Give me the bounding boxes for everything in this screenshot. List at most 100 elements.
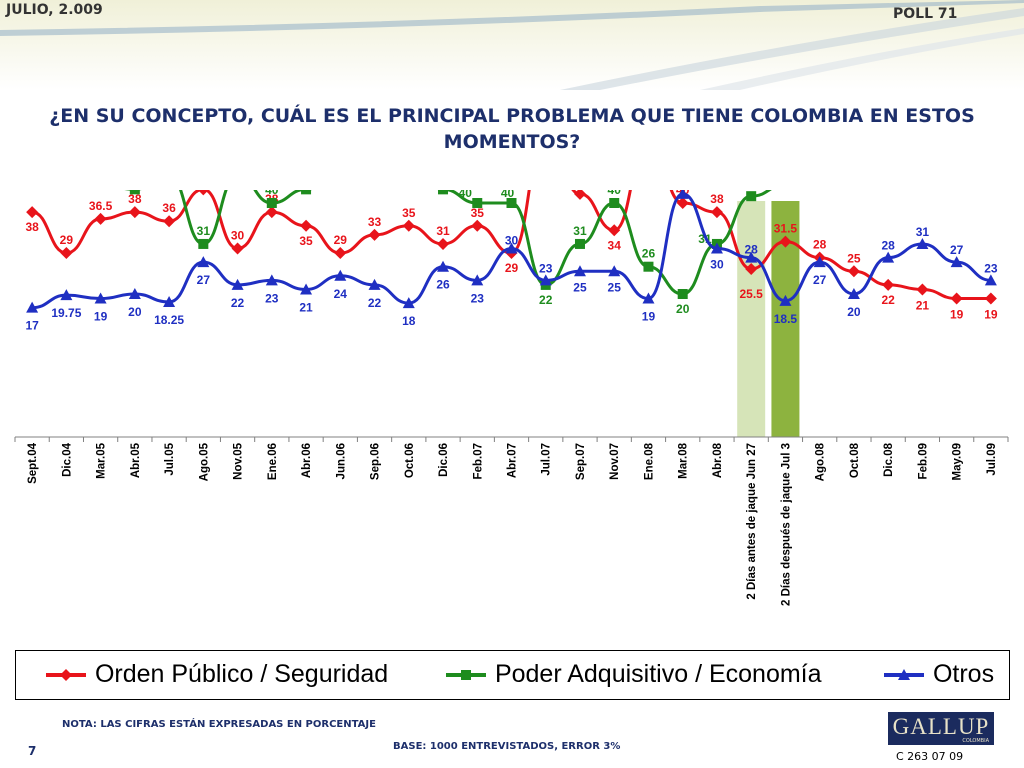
data-label: 40 [265, 190, 279, 197]
poll-label: POLL 71 [893, 6, 958, 22]
data-point [745, 251, 758, 263]
data-label: 31 [436, 224, 450, 238]
data-point [916, 283, 929, 296]
data-label: 27 [197, 273, 211, 287]
data-point [231, 242, 244, 255]
date-label: JULIO, 2.009 [6, 2, 103, 18]
data-label: 26 [642, 247, 656, 261]
data-label: 25 [608, 280, 622, 294]
highlight-band [737, 201, 766, 437]
data-point [882, 251, 895, 263]
data-label: 28 [813, 238, 827, 252]
x-tick-label: Jul.07 [541, 443, 553, 476]
legend-item-orden-publico: Orden Público / Seguridad [44, 660, 388, 690]
data-point [94, 292, 107, 304]
x-tick-label: Abr.08 [712, 442, 724, 478]
data-label: 30 [505, 234, 519, 248]
data-label: 38 [128, 192, 142, 206]
base-note: BASE: 1000 ENTREVISTADOS, ERROR 3% [393, 741, 621, 752]
data-point [813, 256, 826, 268]
data-point [26, 206, 39, 219]
data-point [677, 289, 688, 299]
data-label: 38 [25, 220, 39, 234]
data-label: 25.5 [740, 287, 764, 301]
logo-subtext: COLOMBIA [962, 738, 989, 744]
series-line [32, 192, 992, 310]
data-point [950, 256, 963, 268]
data-label: 22 [881, 293, 895, 307]
data-label: 40 [501, 190, 515, 200]
data-point [984, 274, 997, 286]
data-point [231, 278, 244, 290]
x-tick-label: Mar.08 [678, 442, 690, 478]
data-point [26, 301, 39, 313]
data-label: 36.5 [89, 199, 113, 213]
data-point [437, 237, 450, 250]
legend-square-marker [446, 670, 486, 681]
data-label: 20 [128, 305, 142, 319]
data-label: 17 [25, 319, 39, 333]
x-tick-label: Sept.04 [27, 442, 39, 484]
data-label: 19 [94, 310, 108, 324]
data-point [471, 219, 484, 232]
data-point [402, 297, 415, 309]
data-point [60, 247, 73, 260]
chart-title: ¿EN SU CONCEPTO, CUÁL ES EL PRINCIPAL PR… [49, 105, 975, 153]
x-tick-label: Dic.04 [61, 442, 73, 476]
data-point [539, 274, 552, 286]
data-label: 22 [231, 296, 245, 310]
data-label: 23 [539, 261, 553, 275]
chart-legend: Orden Público / Seguridad Poder Adquisit… [15, 650, 1010, 700]
data-label: 35 [471, 206, 485, 220]
data-point [746, 191, 757, 202]
x-tick-label: 2 Días después de jaque Jul 3 [780, 443, 792, 606]
document-code: C 263 07 09 [896, 750, 964, 763]
data-point [573, 190, 586, 200]
x-tick-label: Jul.09 [986, 443, 998, 476]
data-label: 34 [608, 238, 622, 252]
x-tick-label: Ene.06 [267, 443, 279, 480]
data-point [608, 224, 621, 237]
data-point [438, 190, 449, 195]
data-label: 23 [984, 261, 998, 275]
data-label: 33 [368, 215, 382, 229]
data-label: 19 [642, 310, 656, 324]
x-tick-label: Mar.05 [96, 442, 108, 478]
data-point [128, 206, 141, 219]
x-tick-label: Abr.05 [130, 442, 142, 478]
legend-diamond-marker [46, 669, 86, 682]
data-label: 24 [334, 287, 348, 301]
data-point [882, 278, 895, 291]
data-point [779, 235, 792, 248]
x-tick-label: Nov.07 [609, 443, 621, 480]
x-tick-label: Feb.07 [472, 443, 484, 479]
data-label: 38 [710, 192, 724, 206]
data-point [163, 215, 176, 228]
data-label: 18.5 [774, 312, 798, 326]
data-label: 23 [265, 291, 279, 305]
data-point [471, 274, 484, 286]
data-point [710, 242, 723, 254]
legend-label-poder-adquisitivo: Poder Adquisitivo / Economía [494, 660, 822, 688]
data-label: 31.5 [774, 222, 798, 236]
data-label: 31 [916, 225, 930, 239]
data-label: 36 [162, 201, 176, 215]
gallup-logo: GALLUP COLOMBIA [888, 712, 994, 745]
data-point [301, 190, 312, 195]
data-label: 40 [608, 190, 622, 197]
x-tick-label: Ene.08 [643, 442, 655, 480]
data-point [300, 219, 313, 232]
data-point [94, 212, 107, 225]
data-point [197, 256, 210, 268]
data-label: 35 [402, 206, 416, 220]
x-tick-label: Feb.09 [917, 443, 929, 479]
data-point [368, 278, 381, 290]
legend-label-orden-publico: Orden Público / Seguridad [94, 660, 389, 688]
data-point [472, 198, 483, 208]
data-label: 28 [745, 243, 759, 257]
data-point [129, 190, 140, 195]
data-point [609, 198, 620, 208]
footnote: NOTA: LAS CIFRAS ESTÁN EXPRESADAS EN POR… [62, 719, 376, 730]
data-label: 35 [299, 234, 313, 248]
